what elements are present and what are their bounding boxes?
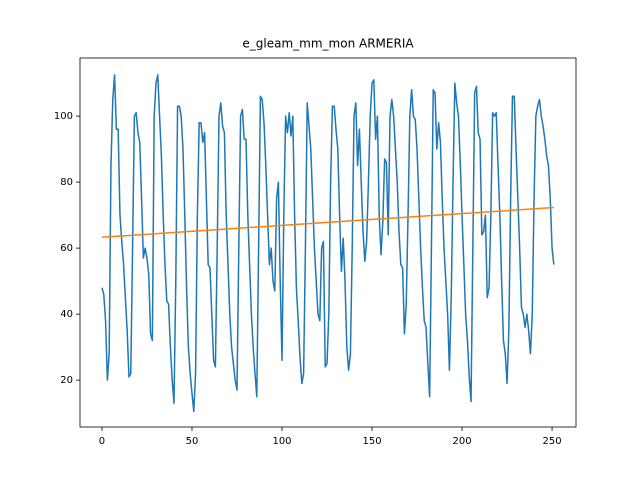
- x-tick-label: 200: [452, 436, 471, 447]
- y-tick-label: 40: [60, 309, 73, 320]
- y-tick-label: 80: [60, 177, 73, 188]
- x-tick-label: 0: [99, 436, 105, 447]
- y-tick-label: 60: [60, 243, 73, 254]
- y-tick-label: 100: [54, 111, 73, 122]
- y-tick-label: 20: [60, 375, 73, 386]
- x-tick-label: 150: [362, 436, 381, 447]
- x-tick-label: 50: [186, 436, 199, 447]
- data-line: [101, 74, 555, 413]
- plot-frame: [79, 57, 577, 428]
- x-tick-label: 100: [272, 436, 291, 447]
- x-tick-label: 250: [543, 436, 562, 447]
- data-line: [101, 206, 554, 238]
- chart-title: e_gleam_mm_mon ARMERIA: [242, 37, 414, 51]
